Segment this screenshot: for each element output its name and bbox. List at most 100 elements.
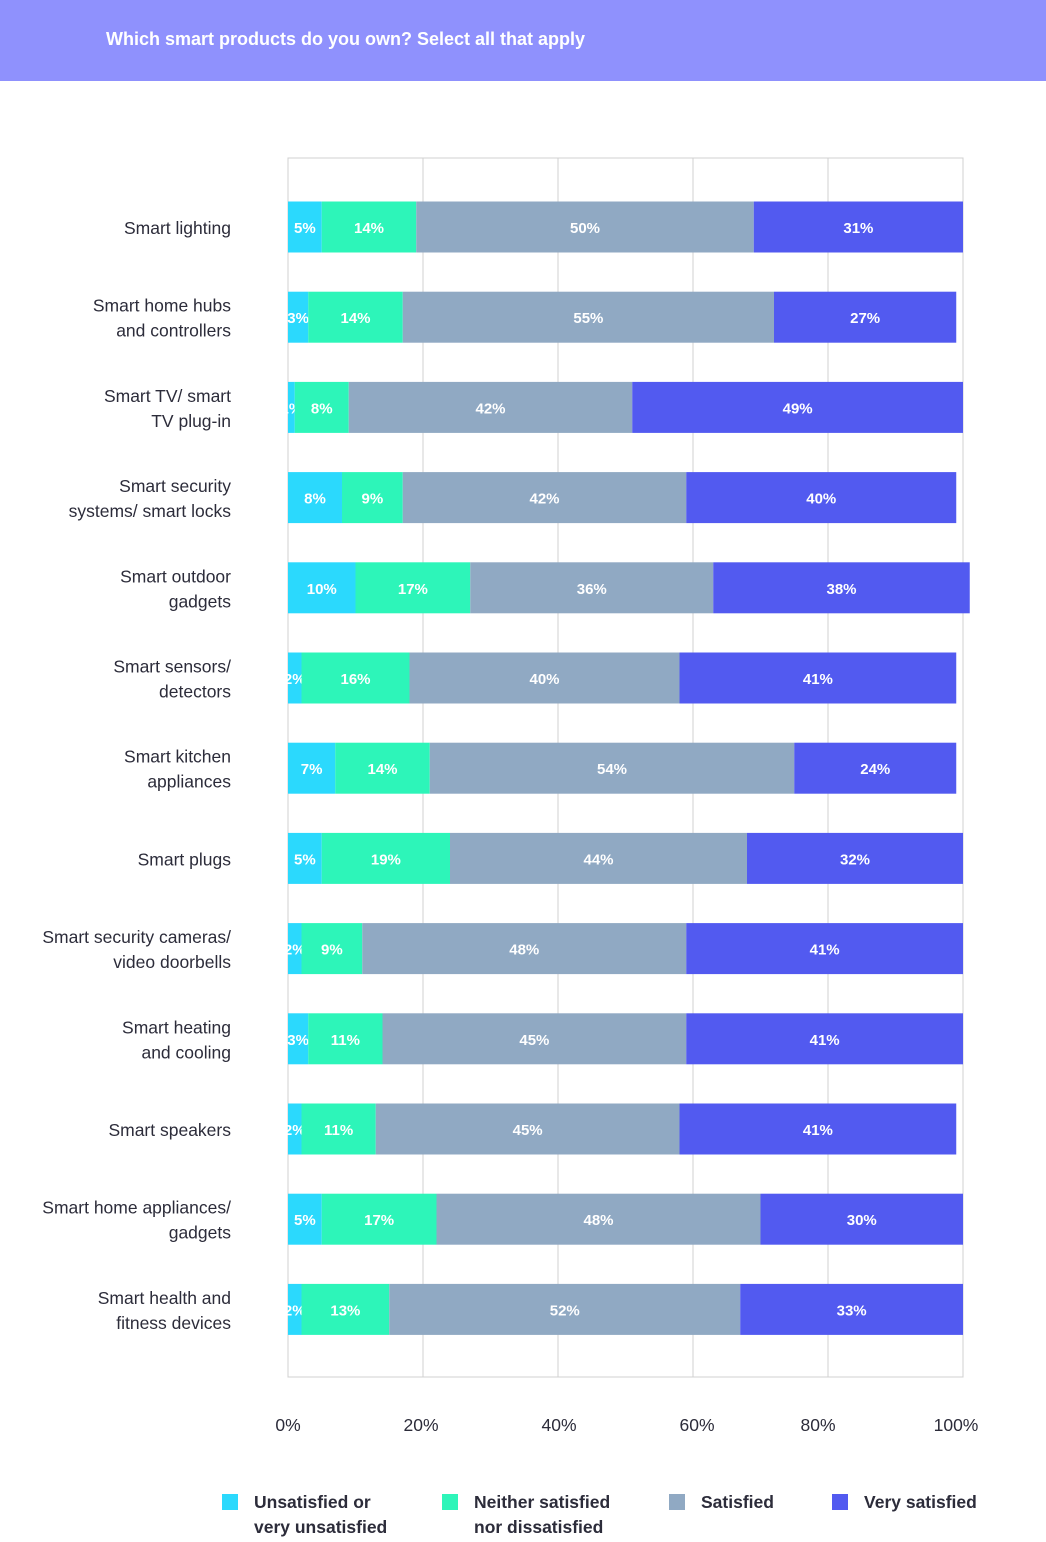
bar-segment-10-2	[375, 1103, 680, 1155]
legend-item-satisfied: Satisfied	[669, 1490, 774, 1515]
data-label: 45%	[519, 1032, 549, 1049]
bar-segment-8-0	[288, 923, 302, 975]
stacked-bar-chart: 5% 14% 50% 31% Smart lighting 3% 14% 55% 27% Smar…	[42, 157, 979, 1435]
data-label: 44%	[583, 851, 613, 868]
bar-segment-2-2	[348, 381, 633, 433]
data-label: 11%	[331, 1032, 360, 1049]
data-label: 9%	[362, 491, 384, 508]
bar-segment-3-3	[686, 472, 957, 524]
category-label: Smart lighting	[124, 218, 231, 238]
data-label: 5%	[294, 220, 316, 237]
bar-segment-3-0	[288, 472, 342, 524]
bar-segment-8-3	[686, 923, 963, 975]
data-label: 17%	[364, 1212, 394, 1229]
legend-item-neither: Neither satisfied nor dissatisfied	[442, 1490, 610, 1540]
bar-segment-5-3	[679, 652, 957, 704]
bar-segment-9-3	[686, 1013, 963, 1065]
legend-label-very-satisfied: Very satisfied	[864, 1492, 977, 1512]
data-label: 42%	[475, 400, 505, 417]
data-label: 31%	[843, 220, 873, 237]
data-label: 27%	[850, 310, 880, 327]
bar-segment-6-1	[335, 742, 430, 794]
data-label: 5%	[294, 1212, 316, 1229]
data-label: 14%	[367, 761, 397, 778]
bar-segment-2-1	[294, 381, 349, 433]
bar-segment-2-3	[632, 381, 963, 433]
data-label: 50%	[570, 220, 600, 237]
bar-segment-7-0	[288, 832, 322, 884]
bar-segment-11-2	[436, 1193, 761, 1245]
data-label: 16%	[340, 671, 370, 688]
bar-segment-1-0	[288, 291, 309, 343]
data-label: 19%	[371, 851, 401, 868]
data-label: 13%	[330, 1302, 360, 1319]
category-label: Smart security systems/ smart locks	[69, 476, 232, 521]
chart-legend: Unsatisfied or very unsatisfied Neither …	[0, 1490, 1046, 1542]
data-label: 54%	[597, 761, 627, 778]
x-tick-label: 60%	[679, 1415, 714, 1435]
data-label: 8%	[304, 491, 326, 508]
legend-label-unsatisfied: Unsatisfied or very unsatisfied	[254, 1492, 388, 1537]
data-label: 33%	[837, 1302, 867, 1319]
category-label: Smart kitchen appliances	[124, 747, 231, 792]
data-label: 17%	[398, 581, 428, 598]
category-label: Smart speakers	[108, 1120, 231, 1140]
data-label: 3%	[287, 310, 309, 327]
data-label: 5%	[294, 851, 316, 868]
bar-segment-6-3	[794, 742, 957, 794]
bar-segment-6-0	[288, 742, 336, 794]
data-label: 32%	[840, 851, 870, 868]
bar-segment-11-3	[760, 1193, 963, 1245]
category-label: Smart home hubs and controllers	[93, 296, 231, 341]
bar-segment-4-0	[288, 562, 356, 614]
data-label: 10%	[307, 581, 337, 598]
bar-segment-10-1	[301, 1103, 376, 1155]
bar-segment-12-0	[288, 1283, 302, 1335]
data-label: 42%	[529, 491, 559, 508]
legend-swatch-neither	[442, 1494, 458, 1510]
data-label: 9%	[321, 942, 343, 959]
bar-segment-0-2	[416, 201, 754, 253]
category-label: Smart security cameras/video doorbells	[42, 927, 231, 972]
data-label: 2%	[284, 942, 306, 959]
data-label: 7%	[301, 761, 323, 778]
data-label: 41%	[803, 1122, 833, 1139]
bar-segment-5-0	[288, 652, 302, 704]
data-label: 14%	[340, 310, 370, 327]
bar-segment-1-3	[774, 291, 957, 343]
data-label: 48%	[509, 942, 539, 959]
data-label: 41%	[810, 1032, 840, 1049]
bar-segment-4-3	[713, 562, 970, 614]
data-label: 41%	[803, 671, 833, 688]
x-tick-label: 20%	[403, 1415, 438, 1435]
page-title: Which smart products do you own? Select …	[106, 29, 586, 49]
data-label: 8%	[311, 400, 333, 417]
data-label: 36%	[577, 581, 607, 598]
legend-swatch-satisfied	[669, 1494, 685, 1510]
legend-label-neither: Neither satisfied nor dissatisfied	[474, 1492, 611, 1537]
data-label: 11%	[324, 1122, 353, 1139]
bar-segment-4-1	[355, 562, 471, 614]
category-label: Smart TV/ smart TV plug-in	[104, 386, 231, 431]
x-tick-label: 100%	[934, 1415, 979, 1435]
data-label: 45%	[513, 1122, 543, 1139]
bar-segment-1-2	[402, 291, 774, 343]
bar-segment-0-0	[288, 201, 322, 253]
data-label: 48%	[583, 1212, 613, 1229]
category-label: Smart health and fitness devices	[98, 1288, 232, 1333]
bar-segment-6-2	[429, 742, 795, 794]
data-label: 38%	[826, 581, 856, 598]
data-label: 55%	[573, 310, 603, 327]
data-label: 2%	[284, 1122, 306, 1139]
bar-segment-4-2	[470, 562, 714, 614]
bar-segment-11-0	[288, 1193, 322, 1245]
bar-segment-8-1	[301, 923, 363, 975]
bar-segment-10-0	[288, 1103, 302, 1155]
bar-segment-7-3	[747, 832, 963, 884]
data-label: 40%	[529, 671, 559, 688]
legend-item-unsatisfied: Unsatisfied or very unsatisfied	[222, 1490, 387, 1540]
category-label: Smart outdoor gadgets	[120, 566, 231, 611]
bar-segment-2-0	[288, 381, 295, 433]
category-label: Smart plugs	[138, 849, 232, 869]
legend-label-satisfied: Satisfied	[701, 1492, 774, 1512]
